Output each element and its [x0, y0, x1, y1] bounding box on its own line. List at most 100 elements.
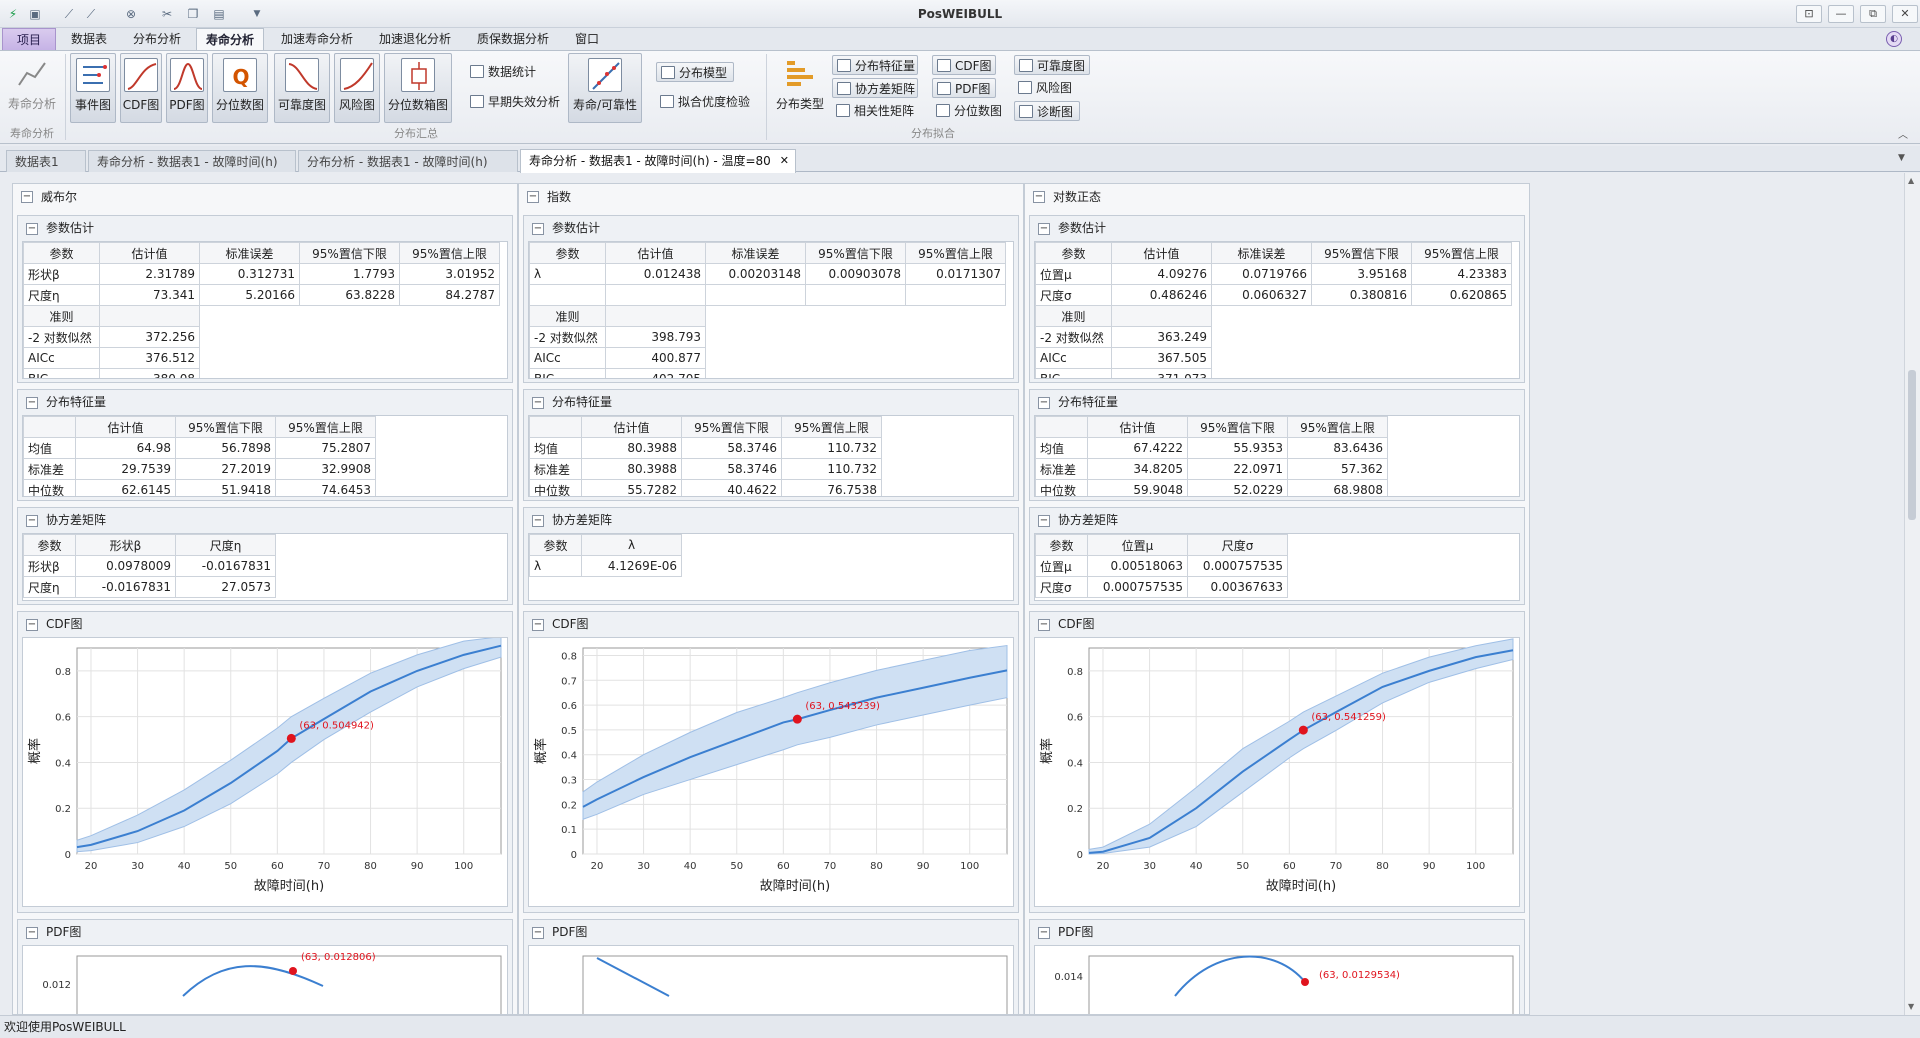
doc-tab-life1[interactable]: 寿命分析 - 数据表1 - 故障时间(h) — [88, 150, 296, 172]
restore-ribbon-button[interactable]: ⊡ — [1796, 5, 1822, 23]
doc-tab-dist[interactable]: 分布分析 - 数据表1 - 故障时间(h) — [298, 150, 518, 172]
pdf-marker-label: (63, 0.012806) — [301, 952, 376, 963]
marker-point[interactable] — [1298, 725, 1308, 735]
doc-tab-datatable[interactable]: 数据表1 — [6, 150, 86, 172]
table-cell: 22.0971 — [1187, 458, 1288, 480]
collapse-icon[interactable]: − — [532, 515, 544, 527]
pdf-chart-box: (63, 0.012806) 0.012 — [22, 945, 508, 1014]
cdf-chart-box: 20 30 40 50 60 70 80 90 100 0 0.1 0.2 0.3 0.4 0.5 0.6 0.… — [528, 637, 1014, 907]
th-lo: 95%置信下限 — [681, 416, 782, 438]
table-cell: 73.341 — [99, 284, 200, 306]
menu-project[interactable]: 项目 — [2, 28, 56, 50]
dist-model-button[interactable]: 分布模型 — [656, 62, 734, 82]
pdf-plot-button[interactable]: PDF图 — [166, 53, 208, 123]
y-tick-label: 0 — [1077, 850, 1083, 861]
marker-point[interactable] — [289, 967, 297, 975]
fit-pdf-button[interactable]: PDF图 — [932, 78, 996, 98]
menu-life-analysis[interactable]: 寿命分析 — [196, 28, 264, 51]
app-logo-icon[interactable]: ⚡ — [8, 7, 18, 21]
maximize-button[interactable]: ⧉ — [1860, 5, 1886, 23]
table-cell: BIC — [23, 368, 100, 378]
x-tick-label: 100 — [960, 861, 979, 872]
svg-text:Q: Q — [232, 65, 249, 89]
collapse-icon[interactable]: − — [21, 191, 33, 203]
cancel-icon[interactable]: ⊗ — [125, 7, 137, 21]
fit-cdf-button[interactable]: CDF图 — [932, 55, 996, 75]
collapse-icon[interactable]: − — [1033, 191, 1045, 203]
menu-window[interactable]: 窗口 — [574, 32, 599, 46]
fit-hazard-button[interactable]: 风险图 — [1014, 78, 1090, 98]
collapse-icon[interactable]: − — [1038, 397, 1050, 409]
chart2-icon[interactable]: ⟋ — [86, 6, 96, 21]
quantile-plot-button[interactable]: Q 分位数图 — [212, 53, 268, 123]
menu-accel-degradation[interactable]: 加速退化分析 — [378, 32, 451, 46]
dist-char-button[interactable]: 分布特征量 — [832, 55, 918, 75]
collapse-icon[interactable]: − — [26, 619, 38, 631]
fit-diagnostic-button[interactable]: 诊断图 — [1014, 101, 1080, 121]
dropdown-icon[interactable]: ▼ — [253, 9, 261, 19]
data-stats-button[interactable]: 数据统计 — [466, 62, 536, 82]
cdf-plot-button[interactable]: CDF图 — [120, 53, 162, 123]
minimize-button[interactable]: — — [1828, 5, 1854, 23]
marker-point[interactable] — [1301, 978, 1309, 986]
collapse-ribbon-icon[interactable]: ︿ — [1898, 130, 1908, 141]
close-button[interactable]: ✕ — [1892, 5, 1918, 23]
reliability-plot-button[interactable]: 可靠度图 — [274, 53, 330, 123]
marker-point[interactable] — [286, 733, 296, 743]
cdf-section: − CDF图 20 30 40 50 60 70 80 90 100 0 0.2 0.4 0.6 0.8 (6… — [1029, 611, 1525, 913]
collapse-icon[interactable]: − — [1038, 515, 1050, 527]
collapse-icon[interactable]: − — [26, 515, 38, 527]
hazard-plot-button[interactable]: 风险图 — [334, 53, 380, 123]
menu-accel-life[interactable]: 加速寿命分析 — [280, 32, 353, 46]
collapse-icon[interactable]: − — [1038, 223, 1050, 235]
doc-tab-life-temp80[interactable]: 寿命分析 - 数据表1 - 故障时间(h) - 温度=80 ✕ — [520, 149, 796, 173]
pdf-chart-box: (63, 0.0129534) 0.014 — [1034, 945, 1520, 1014]
collapse-icon[interactable]: − — [527, 191, 539, 203]
pdf-section: − PDF图 — [523, 919, 1019, 1014]
collapse-icon[interactable]: − — [26, 223, 38, 235]
close-tab-icon[interactable]: ✕ — [779, 154, 789, 167]
collapse-icon[interactable]: − — [532, 619, 544, 631]
cov-matrix-button[interactable]: 协方差矩阵 — [832, 78, 918, 98]
char-table-wrap: 估计值 95%置信下限 95%置信上限 均值 67.4222 55.9353 83.6436… — [1034, 415, 1520, 497]
corr-matrix-button[interactable]: 相关性矩阵 — [832, 101, 918, 121]
cut-icon[interactable]: ✂ — [161, 7, 173, 21]
table-cell: 68.9808 — [1287, 479, 1388, 496]
chart-icon[interactable]: ⟋ — [64, 6, 74, 21]
dist-type-icon — [783, 57, 817, 91]
menu-warranty[interactable]: 质保数据分析 — [476, 32, 549, 46]
quantile-box-button[interactable]: 分位数箱图 — [384, 53, 452, 123]
collapse-icon[interactable]: − — [1038, 619, 1050, 631]
goodness-fit-button[interactable]: 拟合优度检验 — [656, 92, 750, 112]
vertical-scrollbar[interactable] — [1904, 173, 1920, 1015]
help-icon[interactable]: ◐ — [1886, 31, 1902, 47]
copy-icon[interactable]: ❐ — [187, 7, 199, 21]
tab-list-icon[interactable]: ▼ — [1898, 153, 1905, 163]
scroll-up-icon[interactable]: ▲ — [1908, 176, 1915, 185]
collapse-icon[interactable]: − — [26, 397, 38, 409]
menu-dist-analysis[interactable]: 分布分析 — [132, 32, 181, 46]
fit-reliability-button[interactable]: 可靠度图 — [1014, 55, 1090, 75]
th-est: 估计值 — [1087, 416, 1188, 438]
fit-quantile-button[interactable]: 分位数图 — [932, 101, 1008, 121]
menu-data-table[interactable]: 数据表 — [70, 32, 107, 46]
pdf-chart: (63, 0.0129534) 0.014 — [1054, 955, 1514, 1014]
dist-type-button[interactable]: 分布类型 — [770, 53, 830, 123]
collapse-icon[interactable]: − — [26, 927, 38, 939]
section-header: − PDF图 — [1030, 920, 1524, 945]
collapse-icon[interactable]: − — [1038, 927, 1050, 939]
event-plot-button[interactable]: 事件图 — [70, 53, 116, 123]
quantile-icon: Q — [223, 58, 257, 92]
scroll-thumb[interactable] — [1908, 370, 1916, 520]
table-cell: 27.2019 — [175, 458, 276, 480]
reliability-button[interactable]: 寿命/可靠性 — [568, 53, 642, 123]
collapse-icon[interactable]: − — [532, 927, 544, 939]
life-analysis-button[interactable]: 寿命分析 — [4, 53, 60, 123]
early-failure-button[interactable]: 早期失效分析 — [466, 92, 560, 112]
save-icon[interactable]: ▣ — [29, 7, 41, 21]
collapse-icon[interactable]: − — [532, 397, 544, 409]
paste-icon[interactable]: ▤ — [213, 7, 225, 21]
scroll-down-icon[interactable]: ▼ — [1908, 1002, 1915, 1011]
collapse-icon[interactable]: − — [532, 223, 544, 235]
marker-point[interactable] — [792, 714, 802, 724]
